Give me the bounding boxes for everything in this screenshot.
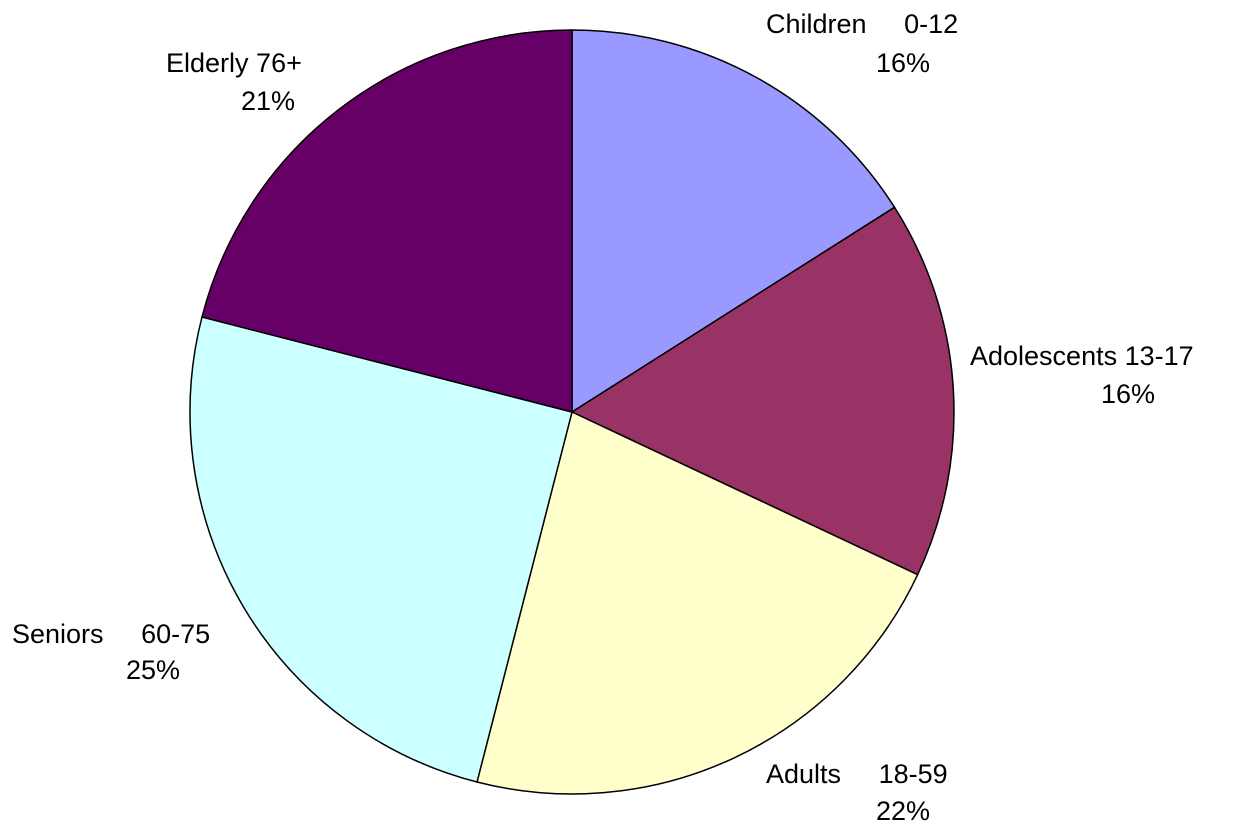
slice-percent-seniors: 25%	[126, 655, 180, 685]
slice-label-name: Children	[766, 9, 867, 39]
slice-label-name: Elderly	[166, 48, 249, 78]
slice-label-seniors: Seniors 60-75	[12, 619, 210, 649]
slice-label-range: 18-59	[879, 759, 948, 789]
slice-percent-adults: 22%	[876, 796, 930, 822]
slices-layer	[190, 30, 954, 794]
slice-label-range: 76+	[256, 48, 302, 78]
slice-label-range: 0-12	[904, 9, 958, 39]
slice-percent-adolescents: 16%	[1101, 379, 1155, 409]
slice-label-range: 60-75	[141, 619, 210, 649]
slice-label-elderly: Elderly 76+	[166, 48, 302, 78]
slice-percent-elderly: 21%	[241, 86, 295, 116]
slice-label-name: Seniors	[12, 619, 104, 649]
slice-label-name: Adolescents	[970, 341, 1117, 371]
slice-label-name: Adults	[766, 759, 841, 789]
slice-label-range: 13-17	[1125, 341, 1194, 371]
slice-label-adolescents: Adolescents 13-17	[970, 341, 1194, 371]
slice-label-children: Children 0-12	[766, 9, 958, 39]
slice-percent-children: 16%	[876, 48, 930, 78]
slice-label-adults: Adults 18-59	[766, 759, 948, 789]
